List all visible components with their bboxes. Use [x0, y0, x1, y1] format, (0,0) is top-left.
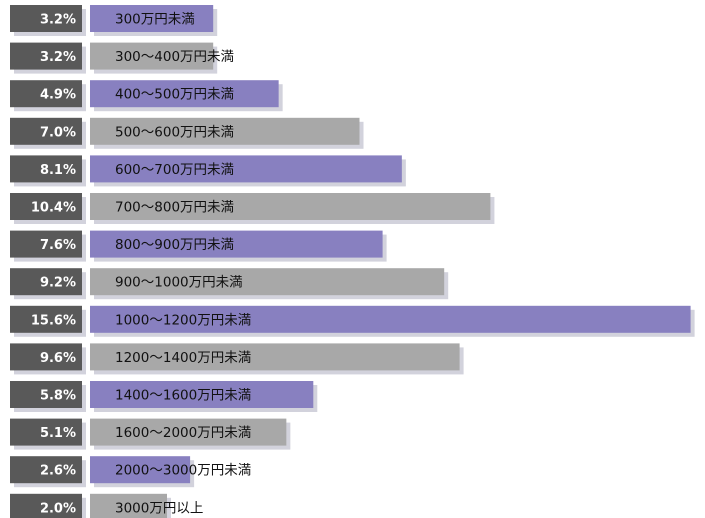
bar-row: 10.4% 700〜800万円未満: [10, 193, 495, 224]
bar: [90, 5, 214, 32]
category-label: 1600〜2000万円未満: [115, 425, 251, 441]
value-box: [10, 381, 82, 408]
bar: [90, 268, 445, 296]
category-label: 1000〜1200万円未満: [115, 312, 251, 328]
bar-row: 7.6% 800〜900万円未満: [10, 230, 387, 262]
data-label: 3.2%: [40, 13, 76, 28]
data-label: 9.6%: [40, 351, 76, 366]
bar-row: 5.1% 1600〜2000万円未満: [10, 418, 291, 450]
bar: [90, 305, 691, 333]
category-label: 800〜900万円未満: [115, 237, 234, 253]
value-box: [10, 418, 82, 446]
value-box: [10, 193, 82, 220]
bar: [90, 418, 287, 446]
category-label: 500〜600万円未満: [115, 124, 234, 140]
category-label: 2000〜3000万円未満: [115, 463, 251, 479]
bar: [90, 343, 460, 371]
data-label: 5.1%: [40, 426, 76, 441]
bar: [90, 230, 383, 258]
bar-row: 5.8% 1400〜1600万円未満: [10, 381, 318, 412]
value-box: [10, 305, 82, 333]
data-label: 7.0%: [40, 125, 76, 140]
category-label: 400〜500万円未満: [115, 87, 234, 103]
bar-row: 2.6% 2000〜3000万円未満: [10, 456, 251, 488]
bar-row: 4.9% 400〜500万円未満: [10, 80, 283, 112]
category-label: 1400〜1600万円未満: [115, 388, 251, 404]
value-box: [10, 493, 82, 518]
value-box: [10, 230, 82, 258]
value-box: [10, 343, 82, 371]
category-label: 600〜700万円未満: [115, 162, 234, 178]
bar: [90, 456, 191, 484]
data-label: 7.6%: [40, 238, 76, 253]
category-label: 700〜800万円未満: [115, 200, 234, 216]
bar-row: 9.6% 1200〜1400万円未満: [10, 343, 464, 375]
bar: [90, 155, 402, 183]
bar-row: 8.1% 600〜700万円未満: [10, 155, 406, 187]
data-label: 5.8%: [40, 389, 76, 404]
value-box: [10, 80, 82, 108]
bar: [90, 493, 167, 518]
bar: [90, 381, 314, 408]
bar-row: 2.0% 3000万円以上: [10, 493, 203, 518]
value-box: [10, 42, 82, 70]
bar-row: 3.2% 300〜400万円未満: [10, 42, 234, 74]
data-label: 3.2%: [40, 50, 76, 65]
data-label: 15.6%: [31, 313, 76, 328]
category-label: 1200〜1400万円未満: [115, 350, 251, 366]
data-label: 9.2%: [40, 276, 76, 291]
data-label: 8.1%: [40, 163, 76, 178]
bar-row: 9.2% 900〜1000万円未満: [10, 268, 449, 300]
value-box: [10, 5, 82, 32]
data-label: 2.0%: [40, 501, 76, 516]
bar-row: 7.0% 500〜600万円未満: [10, 117, 364, 149]
data-label: 4.9%: [40, 88, 76, 103]
data-label: 10.4%: [31, 201, 76, 216]
bar-row: 3.2% 300万円未満: [10, 5, 218, 36]
bar: [90, 42, 214, 70]
value-box: [10, 155, 82, 183]
bar: [90, 193, 491, 220]
bar: [90, 80, 279, 108]
bar: [90, 117, 360, 145]
data-label: 2.6%: [40, 464, 76, 479]
category-label: 3000万円以上: [115, 500, 203, 516]
category-label: 300〜400万円未満: [115, 49, 234, 65]
value-box: [10, 117, 82, 145]
value-box: [10, 268, 82, 296]
category-label: 300万円未満: [115, 12, 195, 28]
value-box: [10, 456, 82, 484]
category-label: 900〜1000万円未満: [115, 275, 243, 291]
bar-row: 15.6% 1000〜1200万円未満: [10, 305, 695, 337]
